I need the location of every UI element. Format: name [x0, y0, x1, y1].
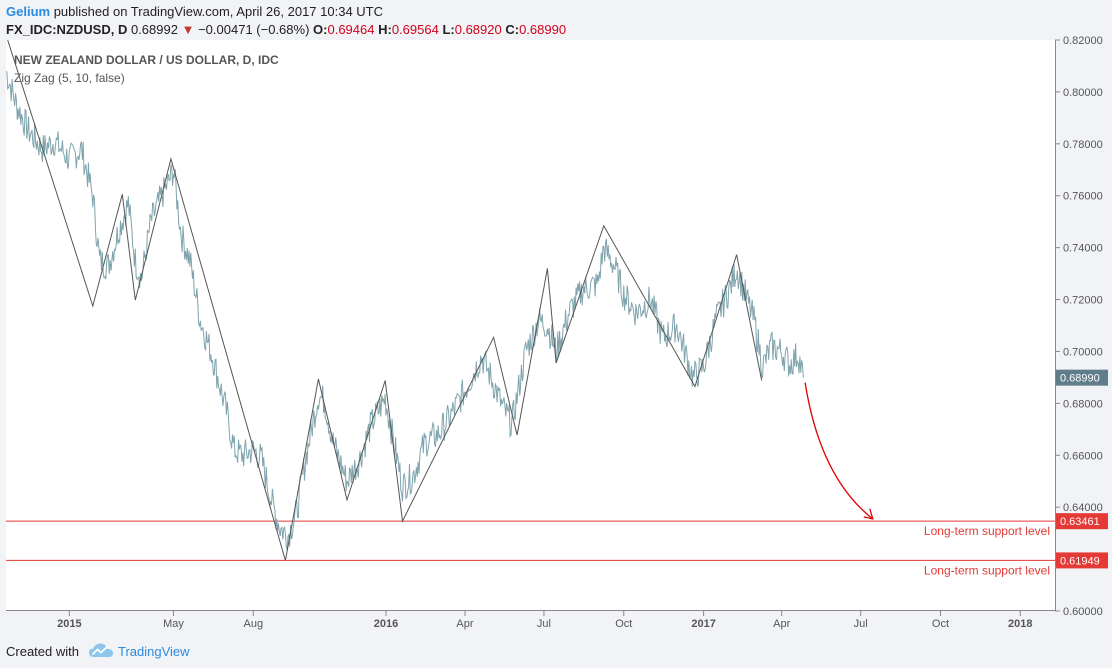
close-label: C:	[505, 22, 520, 37]
y-tick-label-7: 0.68000	[1063, 398, 1103, 410]
y-tick-label-1: 0.80000	[1063, 87, 1103, 99]
y-tick-label-8: 0.66000	[1063, 450, 1103, 462]
down-arrow-icon: ▼	[181, 22, 195, 37]
last-price-tag-text: 0.68990	[1060, 373, 1100, 385]
forecast-arrow	[804, 382, 874, 520]
published-text: published on TradingView.com, April 26, …	[53, 4, 384, 19]
support-price-tag-2-box	[1056, 552, 1108, 569]
y-tick-label-9: 0.64000	[1063, 502, 1103, 514]
support-price-tag-2-text: 0.61949	[1060, 555, 1100, 567]
x-tick-label-4: Apr	[456, 618, 473, 630]
x-tick-label-9: Jul	[854, 618, 868, 630]
open-value: 0.69464	[327, 22, 375, 37]
support-label-1: Long-term support level	[924, 524, 1050, 538]
publish-line: Gelium published on TradingView.com, Apr…	[6, 4, 383, 19]
x-tick-label-10: Oct	[932, 618, 949, 630]
close-value: 0.68990	[519, 22, 567, 37]
low-value: 0.68920	[454, 22, 502, 37]
x-tick-label-2: Aug	[243, 618, 263, 630]
y-tick-label-0: 0.82000	[1063, 35, 1103, 47]
publisher-name[interactable]: Gelium	[6, 4, 51, 19]
x-tick-label-11: 2018	[1008, 618, 1032, 630]
x-tick-label-5: Jul	[537, 618, 551, 630]
indicator-label: Zig Zag (5, 10, false)	[14, 71, 125, 85]
x-tick-label-0: 2015	[57, 618, 81, 630]
tradingview-link[interactable]: TradingView	[118, 644, 190, 659]
quote-line: FX_IDC:NZDUSD, D 0.68992 ▼ −0.00471 (−0.…	[6, 22, 566, 37]
x-tick-label-6: Oct	[615, 618, 632, 630]
support-price-tag-1-text: 0.63461	[1060, 516, 1100, 528]
chart-header: Gelium published on TradingView.com, Apr…	[0, 0, 1112, 40]
high-value: 0.69564	[391, 22, 439, 37]
created-with-text: Created with	[6, 644, 79, 659]
x-tick-label-3: 2016	[374, 618, 398, 630]
support-label-2: Long-term support level	[924, 563, 1050, 577]
y-tick-label-6: 0.70000	[1063, 346, 1103, 358]
forecast-arrowhead	[863, 508, 874, 520]
footer: Created with TradingView	[0, 630, 1112, 668]
chart-title: NEW ZEALAND DOLLAR / US DOLLAR, D, IDC	[14, 53, 279, 67]
open-label: O:	[313, 22, 328, 37]
symbol-label: FX_IDC:NZDUSD, D	[6, 22, 128, 37]
x-tick-label-8: Apr	[773, 618, 790, 630]
y-tick-label-2: 0.78000	[1063, 139, 1103, 151]
y-tick-label-10: 0.60000	[1063, 606, 1103, 618]
low-label: L:	[442, 22, 455, 37]
chart-area[interactable]	[6, 40, 1056, 611]
y-tick-label-5: 0.72000	[1063, 295, 1103, 307]
x-tick-label-7: 2017	[691, 618, 715, 630]
tradingview-cloud-icon[interactable]	[88, 642, 114, 660]
x-tick-label-1: May	[163, 618, 184, 630]
y-tick-label-4: 0.74000	[1063, 243, 1103, 255]
last-price: 0.68992	[130, 22, 178, 37]
high-label: H:	[378, 22, 392, 37]
support-price-tag-1-box	[1056, 513, 1108, 530]
zigzag-line	[7, 40, 763, 561]
price-change: −0.00471 (−0.68%)	[198, 22, 310, 37]
last-price-tag-box	[1056, 369, 1108, 386]
y-tick-label-3: 0.76000	[1063, 191, 1103, 203]
price-series-line	[6, 71, 804, 551]
